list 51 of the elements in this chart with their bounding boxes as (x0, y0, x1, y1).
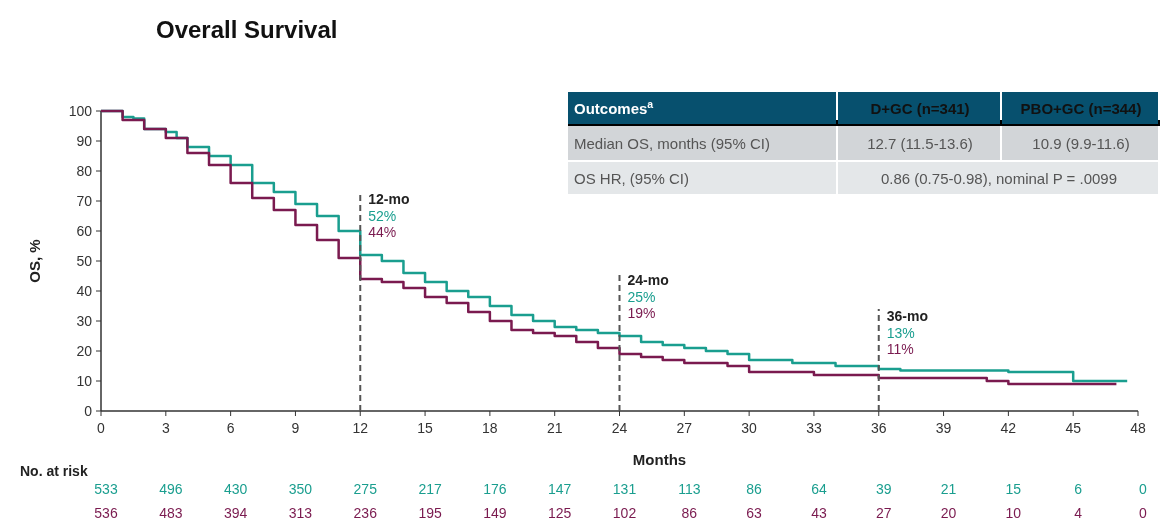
x-tick-label: 6 (226, 420, 235, 436)
annotation: 52% (368, 208, 397, 224)
y-tick-label: 50 (76, 253, 93, 269)
ref-line-label: 24-mo (627, 272, 669, 288)
x-tick-label: 36 (870, 420, 887, 436)
x-tick-label: 33 (806, 420, 822, 436)
text: 533 496 430 350 275 217 176 147 131 113 86 64 39 21 15 6 0 (94, 481, 1147, 497)
annotation: 0.86 (0.75-0.98), nominal P = .0099 (880, 170, 1118, 187)
ref-line-label: 36-mo (886, 308, 928, 324)
y-axis-title: OS, % (26, 239, 43, 283)
annotation: 13% (886, 325, 915, 341)
y-tick-label: 80 (76, 163, 93, 179)
annotation: Median OS, months (95% CI) (574, 135, 770, 152)
x-tick-label: 24 (611, 420, 628, 436)
x-tick-label: 15 (417, 420, 434, 436)
annotation: OS HR, (95% CI) (574, 170, 690, 187)
annotation: 19% (627, 305, 656, 321)
y-tick-label: 20 (76, 343, 93, 359)
y-tick-label: 70 (76, 193, 93, 209)
x-tick-label: 30 (741, 420, 758, 436)
x-tick-label: 27 (676, 420, 693, 436)
text: No. at risk (20, 463, 88, 479)
x-tick-label: 9 (291, 420, 300, 436)
x-tick-label: 21 (546, 420, 563, 436)
annotation: 25% (627, 289, 656, 305)
y-tick-label: 90 (76, 133, 93, 149)
annotation: PBO+GC (n=344) (1020, 100, 1142, 117)
annotation: D+GC (n=341) (870, 100, 970, 117)
y-tick-label: 10 (76, 373, 93, 389)
x-tick-label: 45 (1065, 420, 1082, 436)
annotation: Outcomes$^{a}$ (574, 98, 654, 117)
x-tick-label: 3 (161, 420, 170, 436)
x-tick-label: 0 (97, 420, 106, 436)
text: 536 483 394 313 236 195 149 125 102 86 63 43 27 20 10 4 0 (94, 505, 1147, 521)
y-tick-label: 40 (76, 283, 93, 299)
y-tick-label: 100 (68, 103, 93, 119)
chart-title: Overall Survival (156, 16, 338, 43)
x-tick-label: 48 (1130, 420, 1146, 436)
x-tick-label: 12 (352, 420, 369, 436)
ref-line-label: 12-mo (368, 191, 410, 207)
x-axis-title: Months (632, 451, 687, 468)
y-tick-label: 30 (76, 313, 93, 329)
annotation: 11% (886, 341, 914, 357)
annotation: 12.7 (11.5-13.6) (867, 135, 973, 152)
annotation: 10.9 (9.9-11.6) (1032, 135, 1130, 152)
x-tick-label: 39 (935, 420, 952, 436)
annotation: 44% (368, 224, 397, 240)
y-tick-label: 60 (76, 223, 93, 239)
x-tick-label: 42 (1000, 420, 1017, 436)
x-tick-label: 18 (482, 420, 498, 436)
y-tick-label: 0 (84, 403, 93, 419)
